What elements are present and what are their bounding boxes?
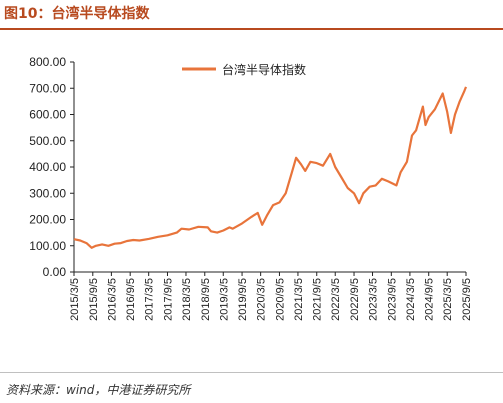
x-tick-label: 2020/9/5 (274, 278, 286, 321)
line-chart: 0.00 100.00 200.00 300.00 400.00 500.00 600.00… (29, 55, 473, 321)
title-rule (0, 28, 503, 30)
chart-series (73, 86, 468, 249)
x-axis-ticks: 2015/3/5 2015/9/5 2016/3/5 2016/9/5 2017/3/5… (69, 272, 473, 321)
x-tick-label: 2015/9/5 (88, 278, 100, 321)
y-tick-label: 500.00 (29, 134, 66, 148)
y-tick-label: 100.00 (29, 239, 66, 253)
x-tick-label: 2021/3/5 (293, 278, 305, 321)
figure-title: 图10：台湾半导体指数 (4, 3, 149, 23)
x-tick-label: 2024/9/5 (424, 278, 436, 321)
y-tick-label: 400.00 (29, 160, 66, 174)
figure-title-text: 台湾半导体指数 (51, 6, 150, 22)
y-tick-label: 0.00 (43, 265, 67, 279)
source-rule (0, 372, 503, 373)
x-tick-label: 2018/9/5 (200, 278, 212, 321)
x-tick-label: 2021/9/5 (312, 278, 324, 321)
y-tick-label: 700.00 (29, 81, 66, 95)
legend-label: 台湾半导体指数 (222, 62, 306, 77)
chart-legend: 台湾半导体指数 (182, 62, 306, 77)
y-axis-ticks: 0.00 100.00 200.00 300.00 400.00 500.00 600.00… (29, 55, 74, 279)
x-tick-label: 2018/3/5 (181, 278, 193, 321)
y-tick-label: 200.00 (29, 213, 66, 227)
x-tick-label: 2020/3/5 (256, 278, 268, 321)
x-tick-label: 2016/3/5 (106, 278, 118, 321)
source-note: 资料来源：wind，中港证券研究所 (6, 383, 191, 397)
x-tick-label: 2023/9/5 (386, 278, 398, 321)
x-tick-label: 2017/9/5 (162, 278, 174, 321)
x-tick-label: 2015/3/5 (69, 278, 81, 321)
series-line (73, 86, 468, 249)
x-tick-label: 2022/3/5 (330, 278, 342, 321)
x-tick-label: 2024/3/5 (405, 278, 417, 321)
x-tick-label: 2022/9/5 (349, 278, 361, 321)
x-tick-label: 2019/3/5 (218, 278, 230, 321)
x-tick-label: 2023/3/5 (368, 278, 380, 321)
figure-label: 图10： (4, 6, 52, 22)
x-tick-label: 2025/9/5 (461, 278, 473, 321)
x-tick-label: 2016/9/5 (125, 278, 137, 321)
y-tick-label: 800.00 (29, 55, 66, 69)
y-tick-label: 600.00 (29, 108, 66, 122)
y-tick-label: 300.00 (29, 186, 66, 200)
x-tick-label: 2019/9/5 (237, 278, 249, 321)
x-tick-label: 2025/3/5 (442, 278, 454, 321)
x-tick-label: 2017/3/5 (144, 278, 156, 321)
